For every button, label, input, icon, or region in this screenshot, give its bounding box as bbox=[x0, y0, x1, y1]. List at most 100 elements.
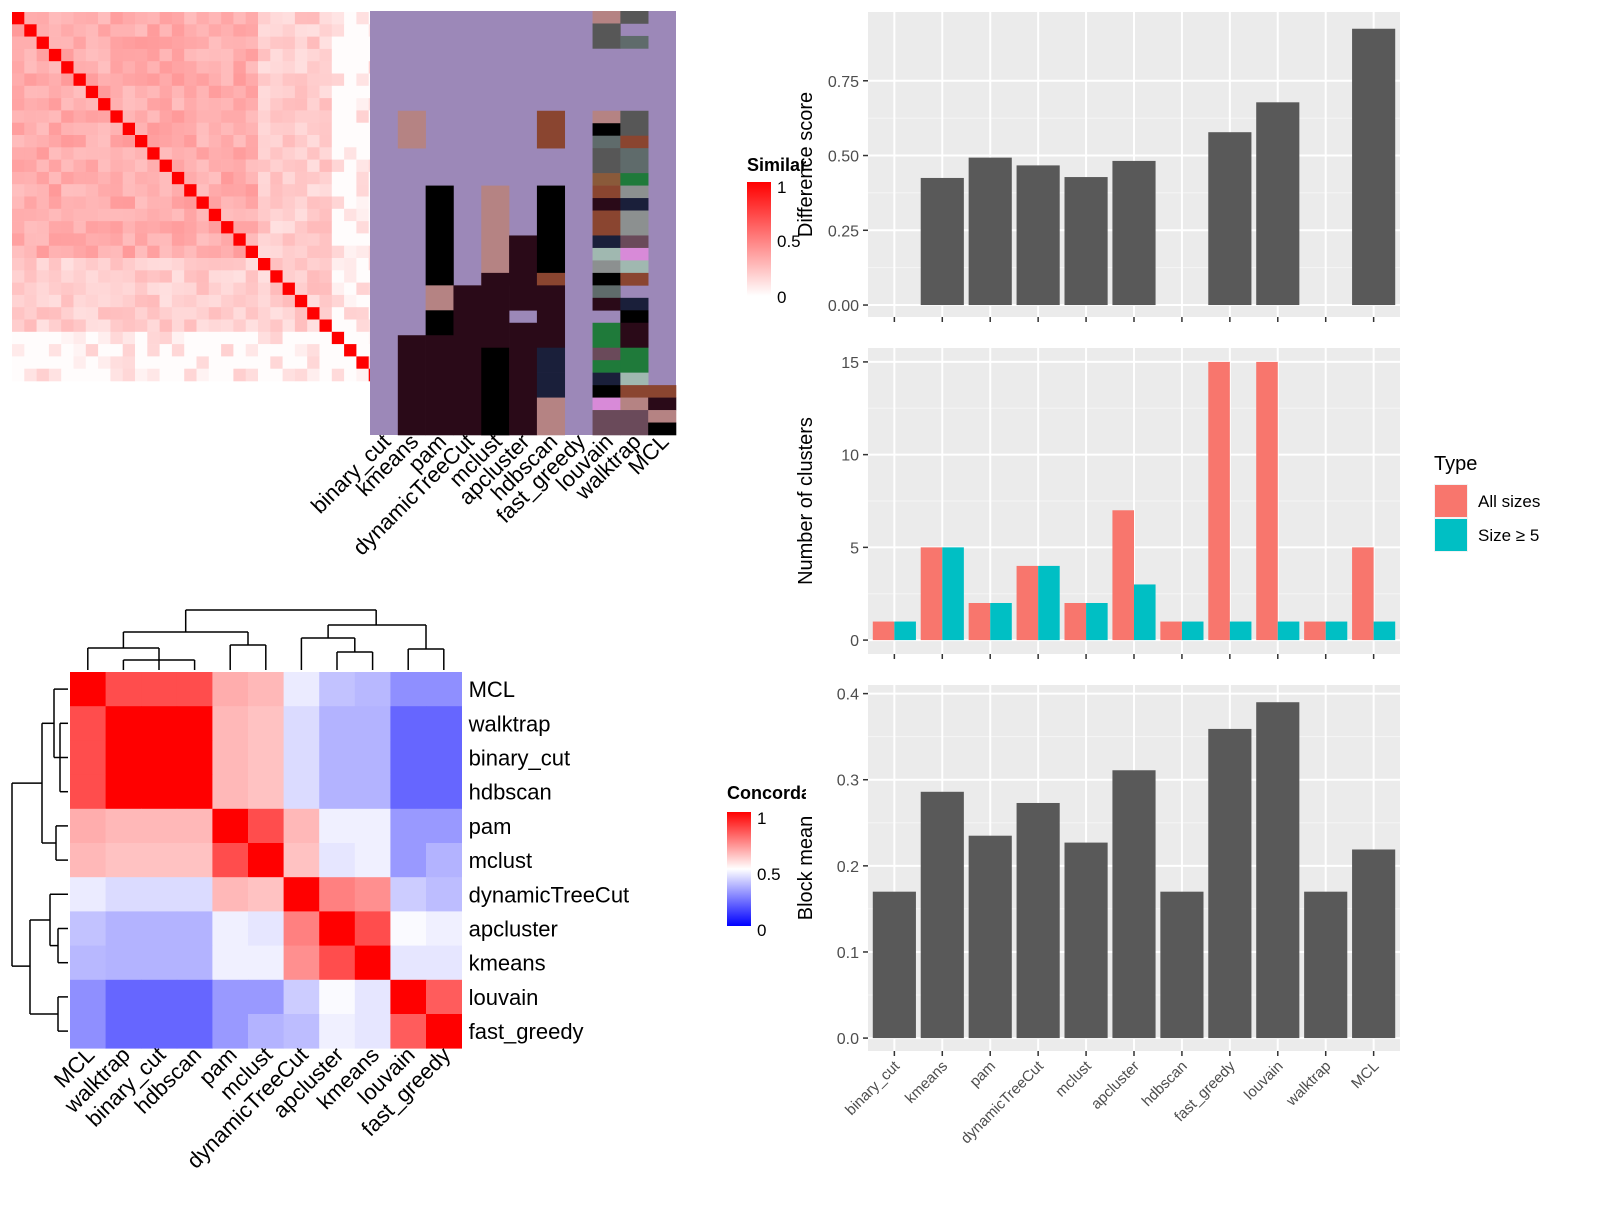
similarity-cell bbox=[184, 36, 197, 50]
similarity-cell bbox=[356, 85, 369, 99]
similarity-cell bbox=[208, 319, 222, 333]
similarity-cell bbox=[147, 245, 160, 259]
similarity-cell bbox=[159, 61, 173, 74]
membership-cell bbox=[592, 285, 621, 299]
similarity-cell bbox=[282, 233, 296, 246]
similarity-cell bbox=[135, 270, 148, 283]
similarity-cell bbox=[331, 331, 345, 345]
similarity-cell bbox=[307, 24, 320, 37]
similarity-cell bbox=[61, 12, 74, 25]
similarity-cell bbox=[331, 122, 345, 136]
similarity-cell bbox=[258, 331, 271, 345]
similarity-cell bbox=[344, 184, 357, 197]
similarity-cell bbox=[135, 159, 148, 173]
legend-label: All sizes bbox=[1478, 492, 1540, 511]
similarity-cell bbox=[208, 36, 222, 50]
similarity-cell bbox=[122, 282, 136, 296]
similarity-cell bbox=[307, 159, 320, 173]
concordance-cell bbox=[141, 877, 178, 912]
similarity-cell bbox=[307, 48, 320, 62]
similarity-cell bbox=[245, 147, 259, 160]
similarity-cell bbox=[258, 344, 271, 357]
similarity-cell bbox=[270, 85, 283, 99]
similarity-cell bbox=[24, 110, 37, 123]
similarity-cell bbox=[159, 36, 173, 50]
similarity-cell bbox=[233, 331, 246, 345]
similarity-cell bbox=[98, 12, 111, 25]
similarity-cell bbox=[24, 24, 37, 37]
similarity-cell bbox=[73, 245, 87, 259]
concordance-cell bbox=[70, 911, 106, 946]
similarity-cell bbox=[135, 184, 148, 197]
similarity-cell bbox=[356, 159, 369, 173]
similarity-cell bbox=[233, 147, 246, 160]
similarity-cell bbox=[61, 24, 74, 37]
similarity-cell bbox=[282, 122, 296, 136]
similarity-cell bbox=[221, 270, 234, 283]
bar bbox=[920, 791, 964, 1039]
membership-cell bbox=[536, 185, 566, 274]
similarity-cell bbox=[85, 61, 99, 74]
concordance-cell bbox=[283, 774, 320, 810]
similarity-cell bbox=[196, 245, 210, 259]
similarity-cell bbox=[282, 184, 296, 197]
concordance-cell bbox=[319, 979, 356, 1015]
similarity-cell bbox=[171, 48, 185, 62]
similarity-cell bbox=[270, 122, 283, 136]
similarity-cell bbox=[307, 135, 320, 148]
similarity-cell bbox=[110, 221, 123, 234]
membership-cell bbox=[620, 148, 649, 174]
similarity-cell bbox=[258, 98, 271, 111]
similarity-cell bbox=[36, 24, 50, 37]
similarity-cell bbox=[282, 356, 296, 369]
concordance-cell bbox=[354, 843, 391, 878]
bar-size-5 bbox=[1086, 603, 1108, 641]
membership-grid bbox=[370, 11, 677, 436]
similarity-cell bbox=[159, 258, 173, 271]
similarity-cell bbox=[85, 319, 99, 333]
y-axis-title: Block mean bbox=[795, 816, 817, 921]
similarity-cell bbox=[331, 85, 345, 99]
similarity-cell bbox=[319, 61, 333, 74]
similarity-cell bbox=[48, 331, 62, 345]
similarity-cell bbox=[135, 12, 148, 25]
similarity-cell bbox=[135, 61, 148, 74]
similarity-cell bbox=[73, 110, 87, 123]
similarity-cell bbox=[221, 159, 234, 173]
concordance-cell bbox=[426, 911, 462, 946]
concordance-cell bbox=[426, 1014, 462, 1049]
similarity-cell bbox=[270, 24, 283, 37]
similarity-cell bbox=[258, 258, 271, 271]
similarity-cell bbox=[12, 307, 25, 320]
similarity-cell bbox=[356, 233, 369, 246]
y-axis-title: Number of clusters bbox=[795, 417, 817, 585]
similarity-cell bbox=[85, 221, 99, 234]
similarity-cell bbox=[294, 110, 308, 123]
similarity-cell bbox=[159, 48, 173, 62]
similarity-cell bbox=[135, 135, 148, 148]
similarity-cell bbox=[12, 344, 25, 357]
similarity-cell bbox=[307, 356, 320, 369]
similarity-cell bbox=[110, 319, 123, 333]
similarity-cell bbox=[73, 294, 87, 308]
similarity-cell bbox=[122, 319, 136, 333]
similarity-cell bbox=[147, 331, 160, 345]
similarity-cell bbox=[73, 24, 87, 37]
similarity-cell bbox=[258, 282, 271, 296]
similarity-cell bbox=[196, 135, 210, 148]
similarity-cell bbox=[12, 147, 25, 160]
similarity-cell bbox=[344, 270, 357, 283]
similarity-cell bbox=[294, 135, 308, 148]
similarity-cell bbox=[171, 110, 185, 123]
similarity-cell bbox=[196, 24, 210, 37]
similarity-cell bbox=[98, 159, 111, 173]
similarity-cell bbox=[245, 171, 259, 185]
similarity-cell bbox=[159, 368, 173, 382]
similarity-cell bbox=[221, 221, 234, 234]
similarity-cell bbox=[122, 294, 136, 308]
membership-cell bbox=[620, 35, 649, 49]
similarity-cell bbox=[319, 122, 333, 136]
similarity-cell bbox=[73, 270, 87, 283]
similarity-cell bbox=[331, 245, 345, 259]
similarity-cell bbox=[270, 196, 283, 210]
